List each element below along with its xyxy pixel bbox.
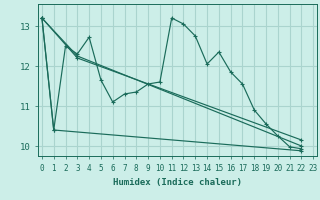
X-axis label: Humidex (Indice chaleur): Humidex (Indice chaleur) (113, 178, 242, 187)
